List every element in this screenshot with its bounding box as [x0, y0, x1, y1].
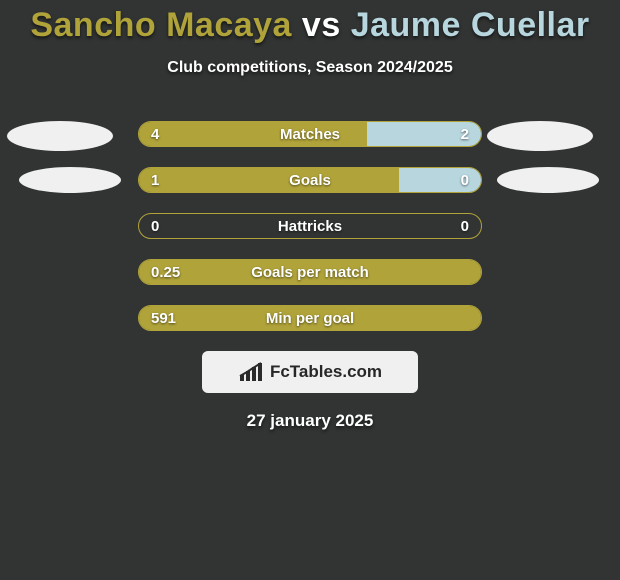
stats-stage: 42Matches 10Goals 00Hattricks 0.25Goals per…	[0, 121, 620, 431]
stat-row: 42Matches	[138, 121, 482, 147]
brand-text: FcTables.com	[270, 362, 382, 382]
page-title: Sancho Macaya vs Jaume Cuellar	[0, 0, 620, 45]
ellipse-row1-right	[487, 121, 593, 151]
stat-label: Hattricks	[139, 214, 481, 238]
date-text: 27 january 2025	[0, 411, 620, 431]
stat-label: Matches	[139, 122, 481, 146]
stat-row: 0.25Goals per match	[138, 259, 482, 285]
brand-box: FcTables.com	[202, 351, 418, 393]
ellipse-row2-right	[497, 167, 599, 193]
stat-row: 10Goals	[138, 167, 482, 193]
title-vs: vs	[302, 6, 341, 44]
ellipse-row2-left	[19, 167, 121, 193]
brand-chart-icon	[238, 361, 266, 383]
subtitle: Club competitions, Season 2024/2025	[0, 59, 620, 77]
title-player-a: Sancho Macaya	[30, 6, 292, 44]
stat-row: 591Min per goal	[138, 305, 482, 331]
title-player-b: Jaume Cuellar	[351, 6, 590, 44]
stat-label: Min per goal	[139, 306, 481, 330]
stats-container: 42Matches 10Goals 00Hattricks 0.25Goals per…	[0, 121, 620, 331]
stat-label: Goals per match	[139, 260, 481, 284]
stat-row: 00Hattricks	[138, 213, 482, 239]
ellipse-row1-left	[7, 121, 113, 151]
stat-label: Goals	[139, 168, 481, 192]
